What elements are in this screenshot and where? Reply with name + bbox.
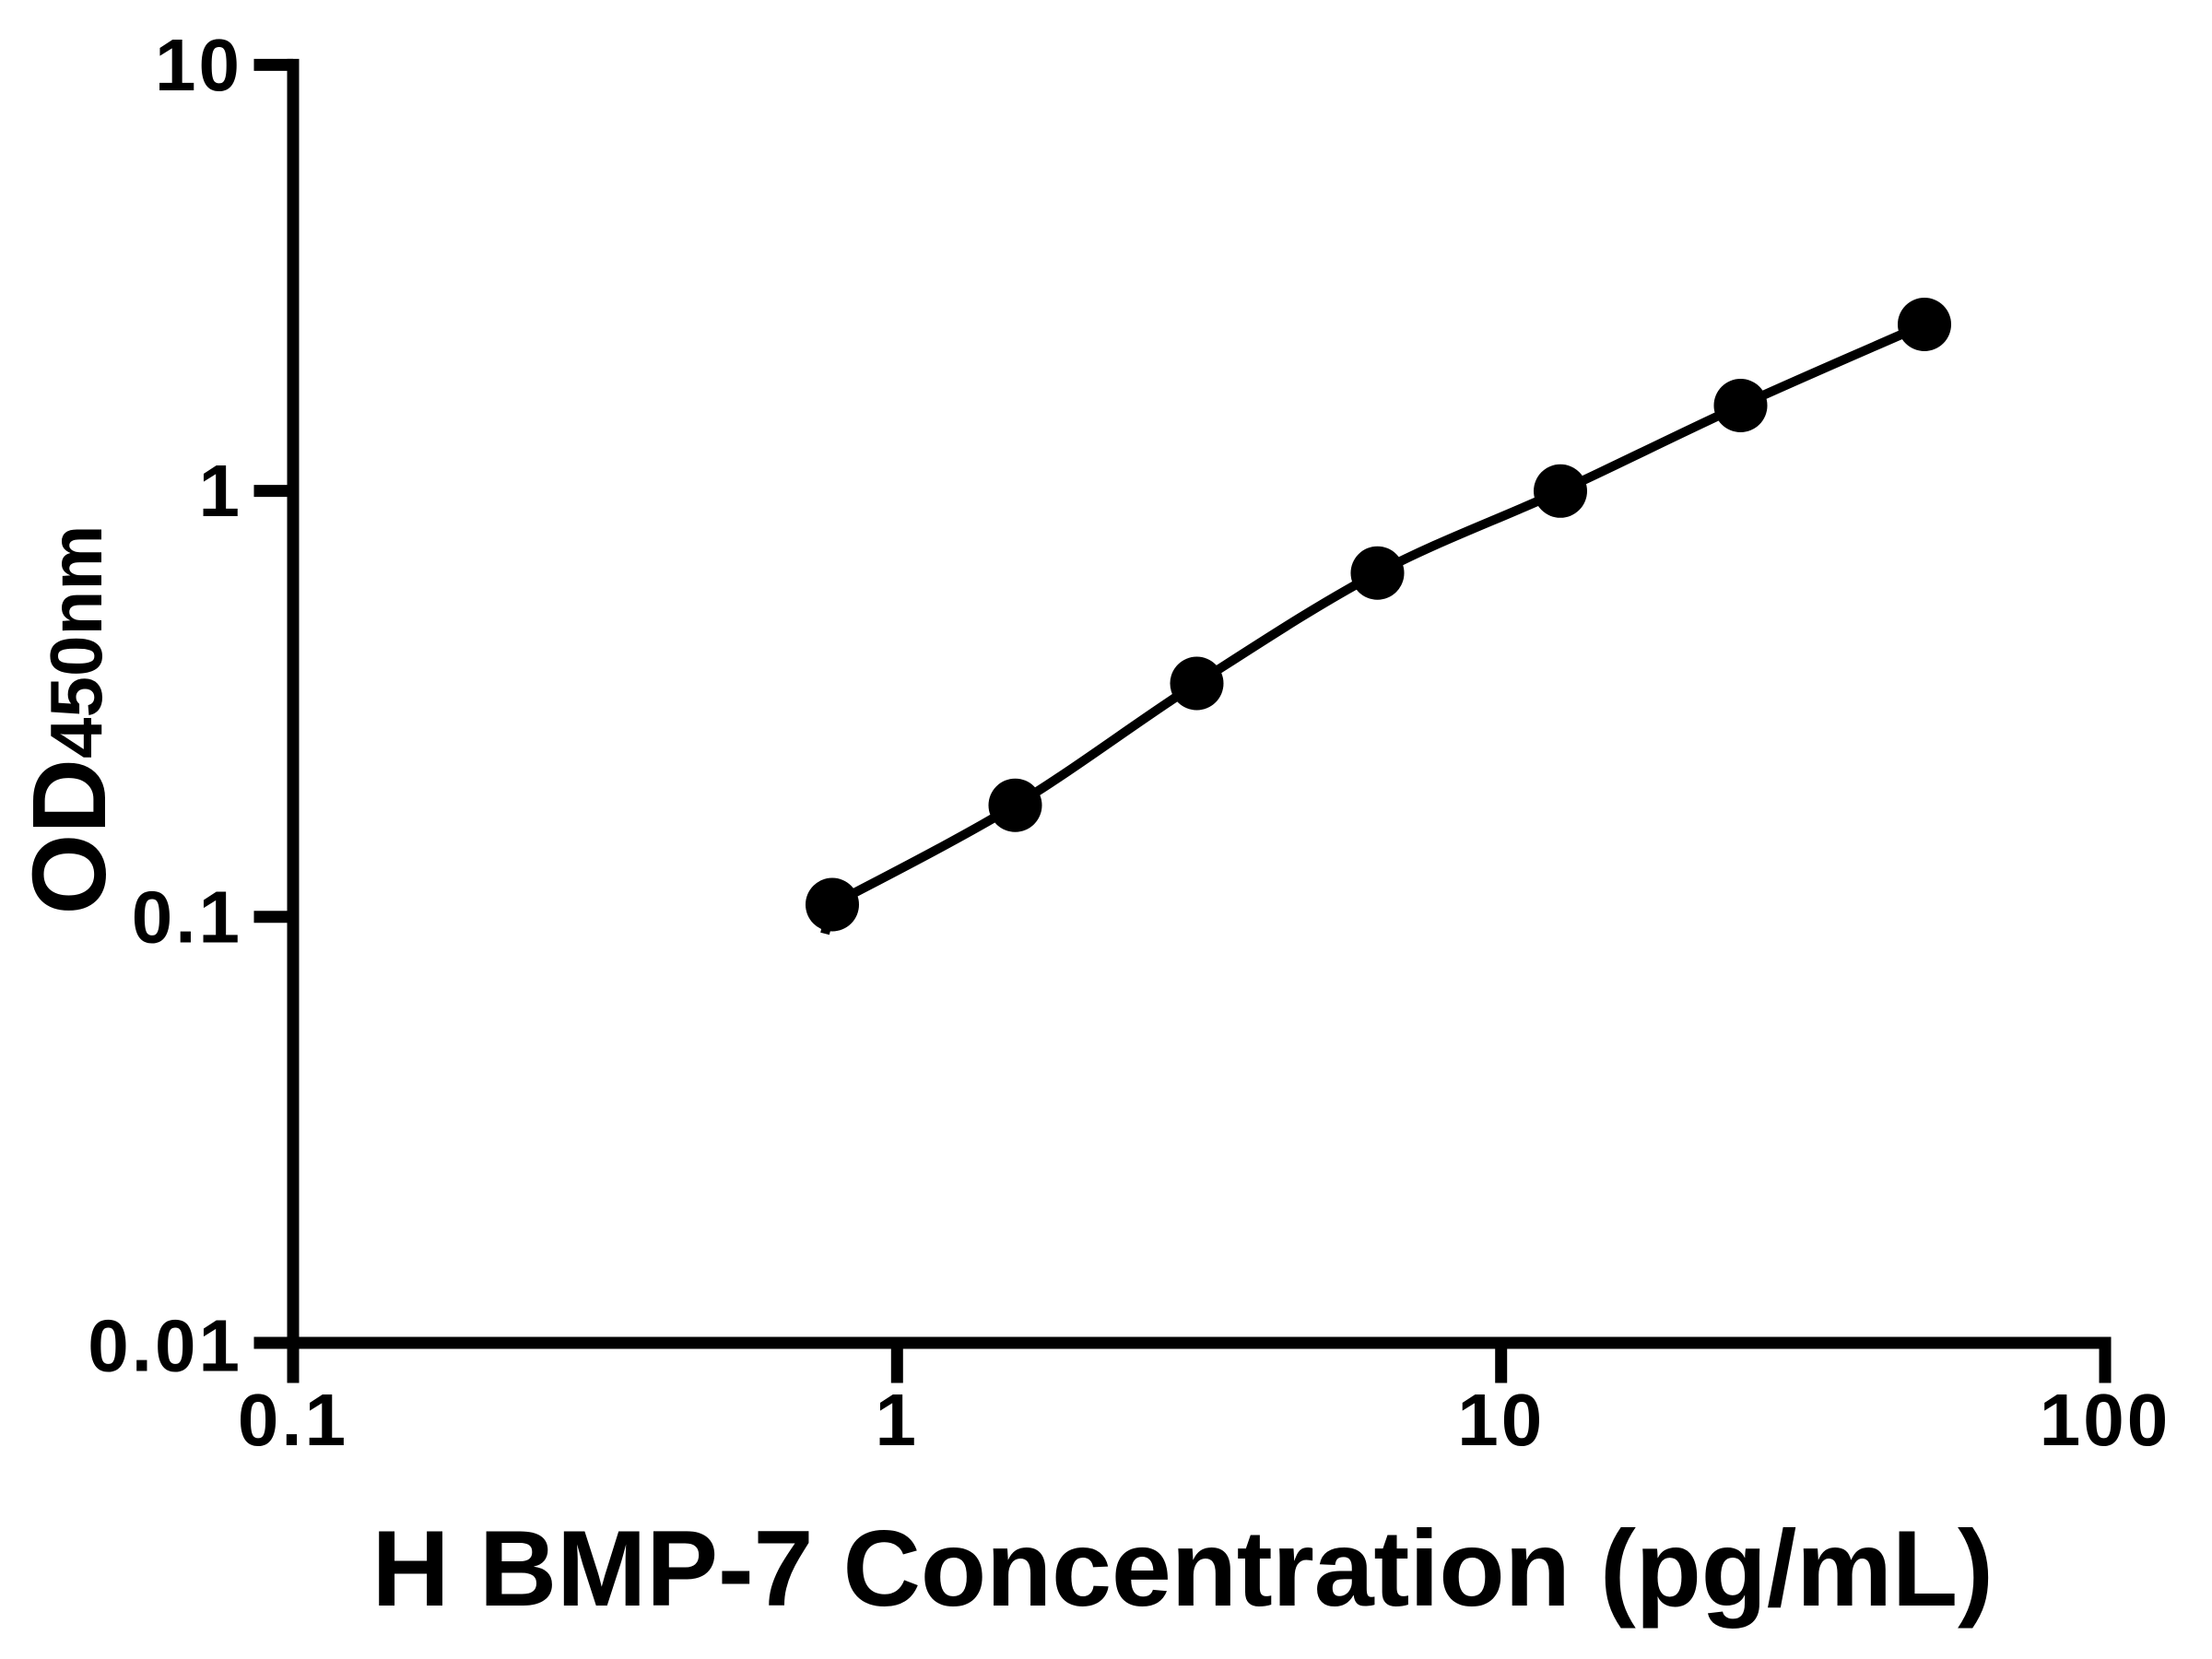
svg-text:0.01: 0.01 (88, 1305, 242, 1387)
svg-text:1: 1 (876, 1379, 920, 1461)
svg-text:0.1: 0.1 (132, 876, 242, 958)
svg-text:H BMP-7 Concentration (pg/mL): H BMP-7 Concentration (pg/mL) (371, 1508, 1993, 1629)
svg-text:1: 1 (199, 450, 243, 532)
svg-text:100: 100 (2040, 1379, 2171, 1461)
svg-text:10: 10 (155, 24, 242, 106)
svg-text:10: 10 (1457, 1379, 1545, 1461)
svg-text:0.1: 0.1 (238, 1379, 348, 1461)
